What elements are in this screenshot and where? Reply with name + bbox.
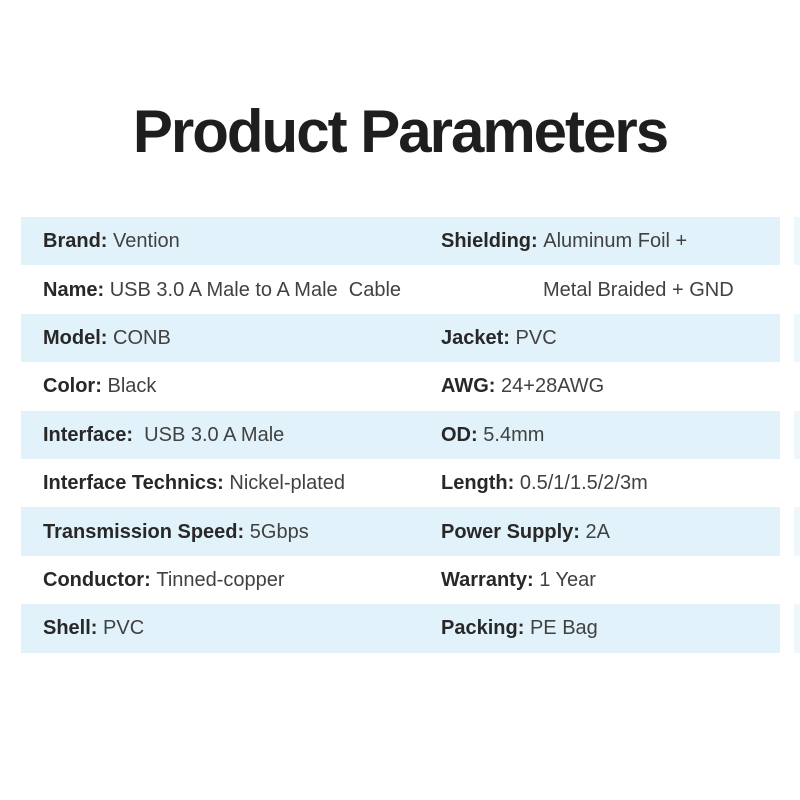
edge-sliver (794, 507, 800, 556)
spec-table: Brand: Vention Shielding: Aluminum Foil + … (21, 217, 780, 653)
spec-value: Metal Braided + GND (543, 278, 734, 301)
spec-value: PVC (103, 617, 145, 640)
spec-cell-right: Power Supply: 2A (441, 520, 780, 544)
spec-value: Nickel-plated (229, 472, 346, 495)
spec-cell-left: Conductor: Tinned-copper (21, 568, 441, 592)
spec-value: CONB (113, 326, 171, 349)
spec-label: Jacket: (441, 326, 510, 349)
spec-cell-right: OD: 5.4mm (441, 423, 780, 447)
spec-label: Interface: (43, 423, 134, 446)
spec-cell-left: Transmission Speed: 5Gbps (21, 520, 441, 544)
spec-label: Name: (43, 278, 105, 301)
spec-row: Name: USB 3.0 A Male to A Male Cable Meta… (21, 265, 780, 313)
spec-label: Packing: (441, 617, 525, 640)
spec-cell-right: AWG: 24+28AWG (441, 374, 780, 398)
spec-value: 5Gbps (249, 520, 309, 543)
spec-value: 0.5/1/1.5/2/3m (519, 472, 648, 495)
spec-label: Conductor: (43, 568, 151, 591)
spec-label: Warranty: (441, 568, 534, 591)
spec-cell-right: Warranty: 1 Year (441, 568, 780, 592)
spec-row: Interface Technics: Nickel-plated Length:… (21, 459, 780, 507)
spec-value: PE Bag (529, 617, 598, 640)
edge-sliver (794, 313, 800, 363)
spec-cell-left: Shell: PVC (21, 616, 441, 640)
spec-cell-right: Length: 0.5/1/1.5/2/3m (441, 471, 780, 495)
spec-label: Power Supply: (441, 520, 580, 543)
spec-cell-left: Model: CONB (21, 326, 441, 350)
spec-row: Model: CONB Jacket: PVC (21, 313, 780, 363)
spec-cell-left: Color: Black (21, 374, 441, 398)
spec-value: USB 3.0 A Male to A Male Cable (109, 278, 402, 301)
edge-sliver (794, 217, 800, 266)
spec-label: Interface Technics: (43, 472, 224, 495)
spec-label: Transmission Speed: (43, 520, 245, 543)
spec-label: Color: (43, 375, 102, 398)
spec-cell-left: Name: USB 3.0 A Male to A Male Cable (21, 278, 441, 302)
spec-cell-right: Shielding: Aluminum Foil + (441, 229, 780, 253)
spec-label: Shielding: (441, 230, 538, 253)
spec-value: Black (107, 375, 157, 398)
spec-label: Shell: (43, 617, 98, 640)
spec-cell-right: Packing: PE Bag (441, 616, 780, 640)
spec-cell-left: Brand: Vention (21, 229, 441, 253)
spec-label: AWG: (441, 375, 496, 398)
spec-value: USB 3.0 A Male (138, 423, 285, 446)
spec-label: OD: (441, 423, 478, 446)
edge-highlight-slivers (794, 217, 800, 653)
spec-row: Shell: PVC Packing: PE Bag (21, 604, 780, 653)
spec-value: Aluminum Foil + (543, 230, 688, 253)
spec-row: Brand: Vention Shielding: Aluminum Foil + (21, 217, 780, 266)
edge-sliver (794, 410, 800, 459)
spec-cell-right-continuation: Metal Braided + GND (441, 278, 780, 302)
spec-value: Tinned-copper (156, 568, 285, 591)
spec-row: Transmission Speed: 5Gbps Power Supply: 2A (21, 507, 780, 556)
spec-row: Interface: USB 3.0 A Male OD: 5.4mm (21, 410, 780, 459)
spec-value: 24+28AWG (501, 375, 605, 398)
spec-value: PVC (515, 326, 557, 349)
spec-label: Length: (441, 472, 515, 495)
spec-cell-left: Interface: USB 3.0 A Male (21, 423, 441, 447)
spec-value: 1 Year (539, 568, 596, 591)
spec-cell-left: Interface Technics: Nickel-plated (21, 471, 441, 495)
spec-value: Vention (113, 230, 180, 253)
spec-value: 2A (585, 520, 610, 543)
spec-value: 5.4mm (483, 423, 545, 446)
spec-row: Color: Black AWG: 24+28AWG (21, 362, 780, 410)
spec-row: Conductor: Tinned-copper Warranty: 1 Year (21, 556, 780, 604)
spec-cell-right: Jacket: PVC (441, 326, 780, 350)
spec-label: Brand: (43, 230, 108, 253)
page-title: Product Parameters (132, 98, 669, 165)
edge-sliver (794, 604, 800, 653)
spec-label: Model: (43, 326, 108, 349)
